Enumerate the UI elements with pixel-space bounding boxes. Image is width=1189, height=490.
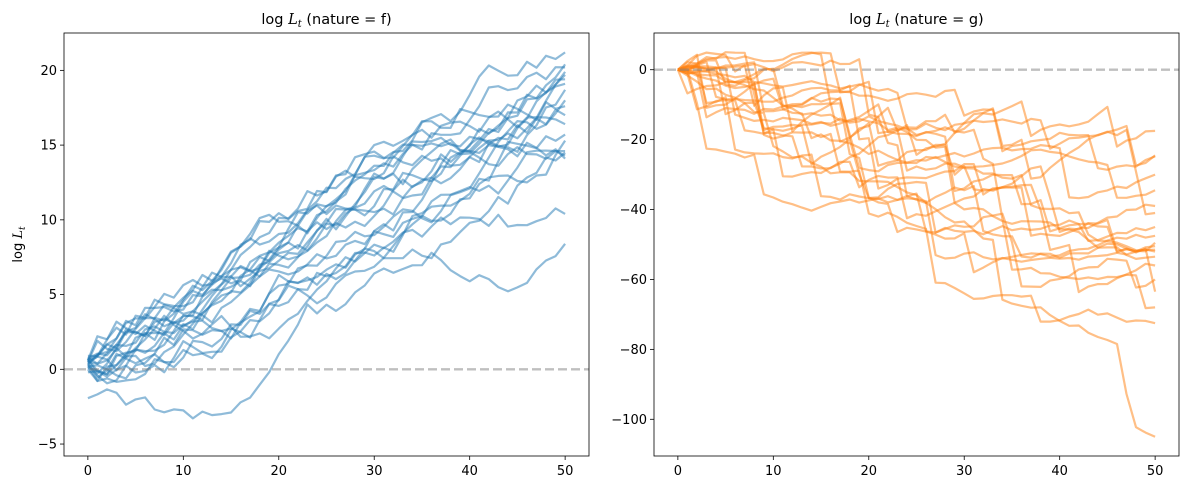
series-line — [677, 58, 1156, 242]
series-line — [86, 71, 566, 361]
x-tick-label: 40 — [461, 464, 478, 479]
y-tick-label: −40 — [620, 203, 647, 218]
series-line — [87, 151, 566, 376]
y-tick-label: −80 — [620, 343, 647, 358]
y-tick-label: 0 — [49, 363, 57, 378]
y-axis-label: log Lt — [11, 226, 28, 263]
series-line — [677, 51, 1156, 274]
y-tick-label: 20 — [40, 64, 57, 79]
y-tick-label: −100 — [611, 413, 647, 428]
y-axis-ticks: −5 0 5 10 15 20 — [38, 64, 64, 453]
series-line — [87, 78, 566, 385]
chart-panel-nature-g: 0 10 20 30 40 50 −100 −80 −60 −40 −20 0 log Lt (na… — [611, 12, 1180, 479]
y-tick-label: −5 — [38, 438, 57, 453]
series-line — [677, 68, 1156, 325]
y-tick-label: 0 — [639, 63, 647, 78]
x-tick-label: 50 — [557, 464, 574, 479]
x-tick-label: 40 — [1051, 464, 1068, 479]
chart-title: log Lt (nature = f) — [261, 12, 391, 30]
series-line — [87, 243, 566, 420]
series-line — [677, 66, 1156, 260]
y-tick-label: 15 — [40, 139, 57, 154]
series-line — [87, 139, 567, 378]
x-tick-label: 10 — [765, 464, 782, 479]
series-line — [677, 65, 1156, 199]
x-axis-ticks: 0 10 20 30 40 50 — [84, 456, 574, 479]
x-tick-label: 20 — [860, 464, 877, 479]
series-line — [87, 66, 566, 362]
x-tick-label: 20 — [270, 464, 287, 479]
y-tick-label: −20 — [620, 133, 647, 148]
y-tick-label: 10 — [40, 213, 57, 228]
series-line — [87, 207, 566, 372]
y-tick-label: 5 — [49, 288, 57, 303]
paths-group-nature-g — [676, 51, 1157, 438]
x-axis-ticks: 0 10 20 30 40 50 — [674, 456, 1164, 479]
series-line — [677, 68, 1156, 438]
y-tick-label: −60 — [620, 273, 647, 288]
y-axis-ticks: −100 −80 −60 −40 −20 0 — [611, 63, 654, 428]
series-line — [677, 68, 1156, 310]
x-tick-label: 30 — [366, 464, 383, 479]
series-line — [676, 51, 1156, 254]
series-line — [677, 64, 1157, 292]
series-line — [87, 108, 566, 375]
x-tick-label: 10 — [175, 464, 192, 479]
x-tick-label: 0 — [674, 464, 682, 479]
series-line — [677, 68, 1156, 216]
series-line — [87, 142, 566, 366]
series-line — [677, 59, 1156, 253]
axes-frame — [653, 32, 1180, 457]
x-tick-label: 50 — [1147, 464, 1164, 479]
paths-group-nature-f — [86, 51, 567, 420]
x-tick-label: 0 — [84, 464, 92, 479]
series-line — [677, 61, 1156, 171]
axes-frame — [63, 32, 590, 457]
chart-title: log Lt (nature = g) — [849, 12, 983, 30]
chart-panel-nature-f: 0 10 20 30 40 50 −5 0 5 10 15 20 log Lt (nature = … — [11, 12, 590, 479]
x-tick-label: 30 — [956, 464, 973, 479]
series-line — [87, 149, 566, 380]
